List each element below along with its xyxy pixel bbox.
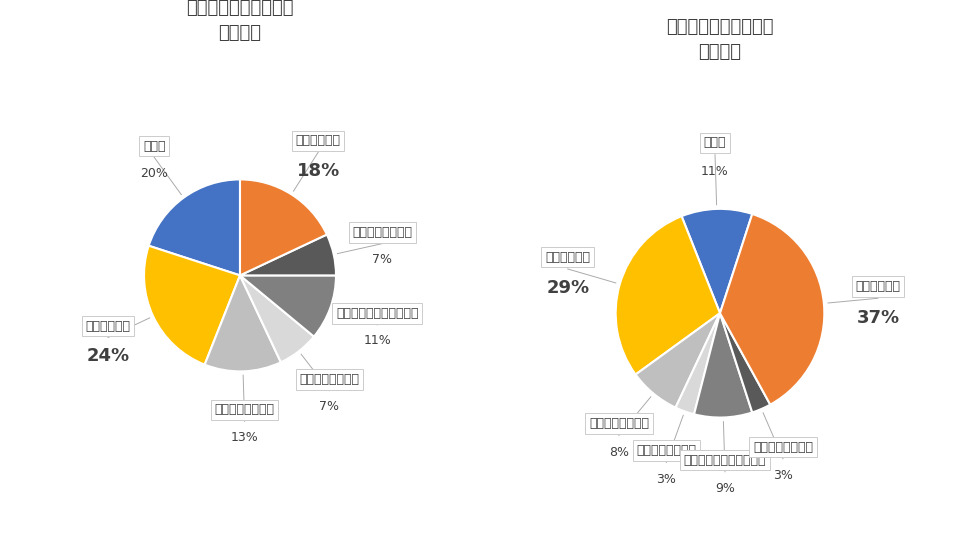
Text: 24%: 24%	[86, 347, 130, 365]
Wedge shape	[636, 313, 720, 408]
Wedge shape	[682, 209, 753, 313]
Text: 29%: 29%	[546, 279, 589, 298]
Wedge shape	[720, 214, 825, 404]
Text: 一人で: 一人で	[704, 137, 727, 150]
Text: 同じ会社の同僚と: 同じ会社の同僚と	[215, 403, 275, 416]
Text: 3%: 3%	[657, 473, 676, 486]
Text: 11%: 11%	[701, 165, 729, 178]
Text: 11%: 11%	[364, 334, 391, 347]
Text: 仕事での取引先と: 仕事での取引先と	[352, 226, 413, 239]
Text: 9%: 9%	[715, 482, 735, 495]
Wedge shape	[204, 275, 281, 372]
Text: 同じ会社の上司・先輩と: 同じ会社の上司・先輩と	[336, 307, 419, 320]
Text: 8%: 8%	[609, 446, 629, 459]
Text: 同じ会社の同僚と: 同じ会社の同僚と	[588, 417, 649, 430]
Wedge shape	[240, 234, 336, 275]
Wedge shape	[149, 179, 240, 275]
Text: 友人・知人と: 友人・知人と	[85, 320, 131, 333]
Text: 7%: 7%	[320, 400, 340, 413]
Wedge shape	[240, 275, 314, 362]
Text: 同じ会社の後輩と: 同じ会社の後輩と	[636, 444, 696, 457]
Wedge shape	[240, 179, 326, 275]
Text: 家族や親戚と: 家族や親戚と	[296, 134, 341, 147]
Text: 同じ会社の後輩と: 同じ会社の後輩と	[300, 373, 359, 386]
Wedge shape	[240, 275, 336, 336]
Text: 一人で: 一人で	[143, 139, 165, 152]
Title: 誰と飲むことが多い？
全国男性: 誰と飲むことが多い？ 全国男性	[186, 0, 294, 42]
Text: 18%: 18%	[297, 162, 340, 180]
Wedge shape	[615, 216, 720, 375]
Text: 同じ会社の上司・先輩と: 同じ会社の上司・先輩と	[684, 454, 766, 467]
Text: 13%: 13%	[230, 431, 258, 444]
Text: 仕事での取引先と: 仕事での取引先と	[753, 441, 813, 454]
Text: 家族や親戚と: 家族や親戚と	[855, 280, 900, 293]
Text: 20%: 20%	[140, 167, 168, 180]
Text: 友人・知人と: 友人・知人と	[545, 251, 590, 264]
Title: 誰と飲むことが多い？
全国女性: 誰と飲むことが多い？ 全国女性	[666, 17, 774, 60]
Wedge shape	[694, 313, 753, 417]
Text: 7%: 7%	[372, 253, 393, 266]
Text: 3%: 3%	[773, 469, 793, 482]
Wedge shape	[720, 313, 770, 413]
Wedge shape	[144, 246, 240, 364]
Text: 37%: 37%	[856, 309, 900, 327]
Wedge shape	[676, 313, 720, 414]
